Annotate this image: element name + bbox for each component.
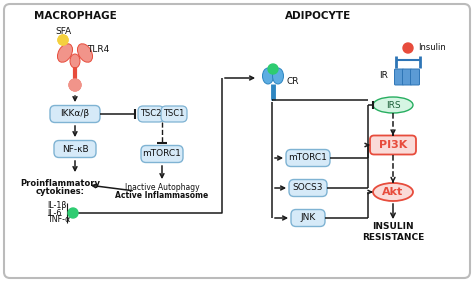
- Text: SOCS3: SOCS3: [293, 184, 323, 193]
- Text: mTORC1: mTORC1: [143, 149, 182, 158]
- Text: IKKα/β: IKKα/β: [61, 109, 90, 118]
- Ellipse shape: [273, 68, 283, 84]
- Text: Inactive Autophagy: Inactive Autophagy: [125, 184, 199, 193]
- Circle shape: [403, 43, 413, 53]
- Text: TSC1: TSC1: [164, 109, 185, 118]
- FancyBboxPatch shape: [141, 146, 183, 162]
- Ellipse shape: [373, 97, 413, 113]
- Text: TSC2: TSC2: [140, 109, 162, 118]
- FancyBboxPatch shape: [54, 140, 96, 158]
- Text: CR: CR: [287, 78, 299, 87]
- Text: IR: IR: [379, 72, 388, 80]
- FancyBboxPatch shape: [4, 4, 470, 278]
- Text: IL-1β: IL-1β: [47, 202, 66, 210]
- Circle shape: [69, 79, 81, 91]
- Text: NF-κB: NF-κB: [62, 144, 88, 153]
- Text: SFA: SFA: [55, 27, 71, 36]
- Ellipse shape: [70, 54, 80, 68]
- Text: IL-6: IL-6: [47, 208, 61, 217]
- Text: TNF-α: TNF-α: [47, 215, 70, 224]
- Circle shape: [69, 79, 81, 91]
- Text: INSULIN
RESISTANCE: INSULIN RESISTANCE: [362, 222, 424, 242]
- Text: TLR4: TLR4: [87, 45, 109, 54]
- Text: Akt: Akt: [383, 187, 404, 197]
- FancyBboxPatch shape: [286, 149, 330, 166]
- Ellipse shape: [77, 44, 92, 62]
- Text: Active Inflammasome: Active Inflammasome: [115, 191, 209, 199]
- Circle shape: [58, 35, 68, 45]
- FancyBboxPatch shape: [402, 69, 411, 85]
- Circle shape: [58, 35, 68, 45]
- FancyBboxPatch shape: [410, 69, 419, 85]
- Text: MACROPHAGE: MACROPHAGE: [34, 11, 117, 21]
- Text: ADIPOCYTE: ADIPOCYTE: [285, 11, 351, 21]
- Text: mTORC1: mTORC1: [289, 153, 328, 162]
- FancyBboxPatch shape: [394, 69, 403, 85]
- FancyBboxPatch shape: [289, 180, 327, 197]
- Ellipse shape: [373, 183, 413, 201]
- FancyBboxPatch shape: [138, 106, 164, 122]
- Text: PI3K: PI3K: [379, 140, 407, 150]
- Text: JNK: JNK: [301, 213, 316, 222]
- FancyBboxPatch shape: [370, 135, 416, 155]
- Text: Insulin: Insulin: [418, 43, 446, 52]
- FancyBboxPatch shape: [161, 106, 187, 122]
- FancyBboxPatch shape: [291, 210, 325, 226]
- Text: Proinflammatory: Proinflammatory: [20, 179, 100, 188]
- Text: cytokines:: cytokines:: [36, 186, 84, 195]
- Circle shape: [68, 208, 78, 218]
- Ellipse shape: [57, 44, 73, 62]
- Text: IRS: IRS: [386, 100, 401, 109]
- Ellipse shape: [263, 68, 273, 84]
- Circle shape: [268, 64, 278, 74]
- FancyBboxPatch shape: [50, 105, 100, 122]
